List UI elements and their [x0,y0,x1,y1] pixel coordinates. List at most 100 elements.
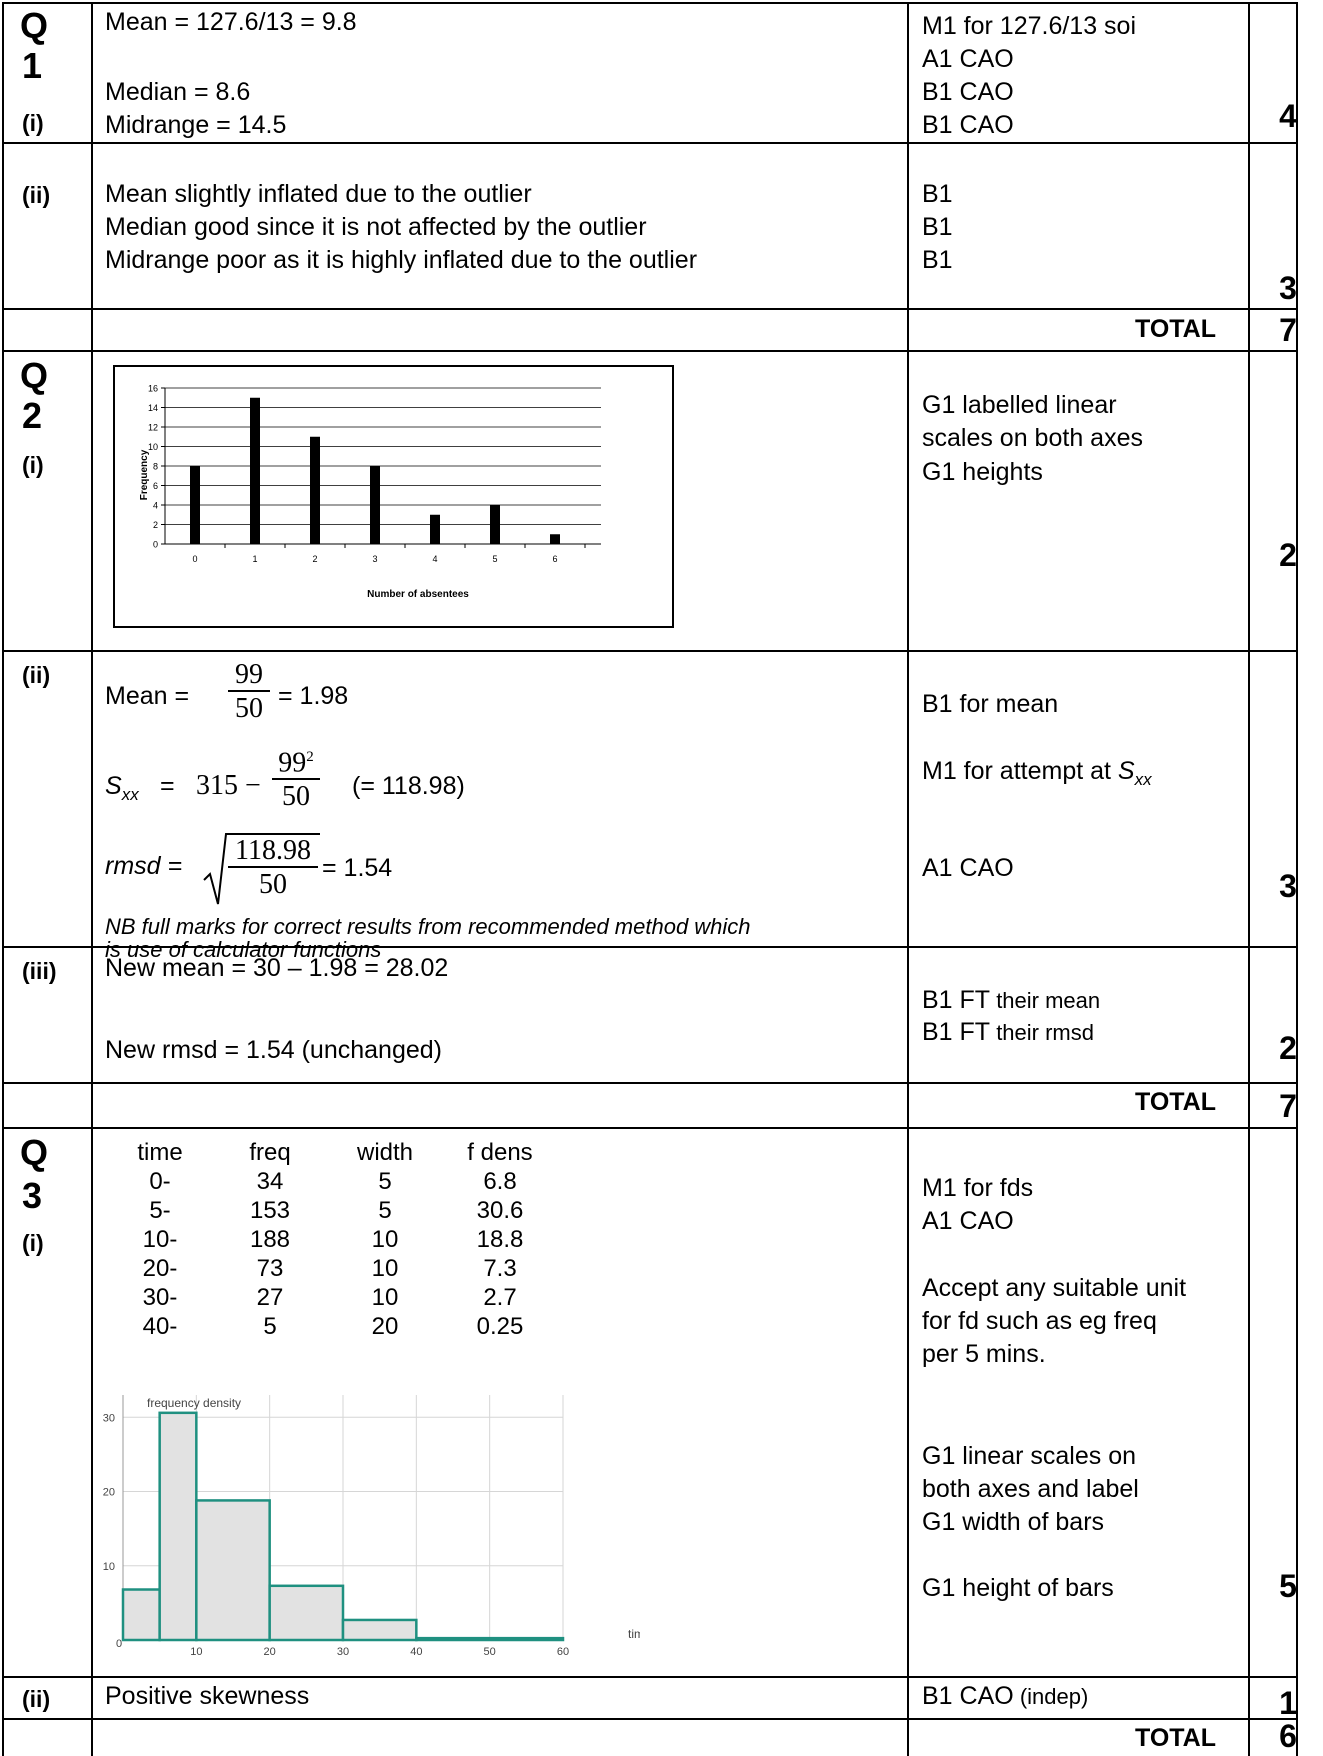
mark-line: G1 width of bars [922,1508,1105,1536]
x-tick-label: 5 [492,554,497,564]
mean-label: Mean = [105,682,190,710]
answer-line: Positive skewness [105,1682,310,1710]
table-cell: 153 [249,1197,291,1224]
rmsd-result: = 1.54 [322,854,393,882]
answer-line: Median = 8.6 [105,78,251,106]
part-label: (ii) [22,1686,51,1712]
part-label: (i) [22,1230,44,1256]
question-label: Q [20,5,49,46]
bar [250,397,260,544]
table-header-cell: f dens [467,1139,533,1166]
bar [430,514,440,544]
table-header-cell: time [137,1139,183,1166]
table-cell: 27 [256,1284,284,1311]
y-tick-label: 20 [103,1487,115,1499]
y-tick-label: 0 [153,540,158,550]
origin-label: 0 [116,1638,122,1650]
x-tick-label: 50 [484,1646,496,1658]
answer-line: Mean = 127.6/13 = 9.8 [105,8,357,36]
frequency-density-table: time freq width f dens 0- 34 5 6.8 5- 153 5 30.6 10-… [110,1137,630,1357]
mean-fraction: 99 50 [228,660,270,726]
question-label: Q [20,355,49,396]
x-tick-label: 10 [190,1646,202,1658]
mark-line: A1 CAO [922,45,1014,73]
table-cell: 7.3 [483,1255,517,1282]
bar [190,466,200,544]
marks-total: 3 [1279,270,1297,306]
x-tick-label: 4 [432,554,437,564]
mark-line: M1 for 127.6/13 soi [922,12,1137,40]
question-number: 3 [22,1175,43,1216]
histogram-frequency-density: 10 20 30 40 50 60 10 20 30 0 frequency density ti… [103,1395,640,1658]
table-cell: 5 [378,1168,392,1195]
y-tick-label: 10 [148,442,158,452]
question-number: 2 [22,395,43,436]
histogram-bar [341,1618,418,1642]
table-cell: 5 [263,1313,277,1340]
histogram-bar [268,1584,345,1642]
rmsd-fraction: 118.98 50 [228,836,318,902]
x-axis-label: time [628,1627,640,1641]
marks-total: 2 [1279,537,1297,573]
mark-line: B1 FT their rmsd [922,1018,1094,1046]
x-tick-label: 20 [264,1646,276,1658]
mark-line: G1 height of bars [922,1574,1114,1602]
y-tick-label: 14 [148,403,158,413]
x-tick-label: 1 [252,554,257,564]
sxx-label: Sxx [105,772,139,804]
table-cell: 30.6 [476,1197,524,1224]
question-total: 7 [1279,1088,1297,1124]
table-cell: 18.8 [476,1226,524,1253]
answer-line: Midrange poor as it is highly inflated d… [105,246,698,274]
mean-result: = 1.98 [278,682,349,710]
histogram-bar [415,1636,565,1642]
marks-total: 2 [1279,1030,1297,1066]
answer-line: New mean = 30 – 1.98 = 28.02 [105,954,449,982]
mark-line: B1 CAO (indep) [922,1682,1089,1710]
sxx-result: (= 118.98) [352,772,465,800]
mark-line: B1 [922,246,953,274]
table-cell: 5 [378,1197,392,1224]
mark-line: M1 for fds [922,1174,1034,1202]
mark-line: B1 for mean [922,690,1059,718]
mark-line: B1 CAO [922,78,1014,106]
mark-line: Accept any suitable unit [922,1274,1187,1302]
marks-total: 5 [1279,1568,1297,1604]
question-label: Q [20,1132,49,1173]
y-axis-label: Frequency [139,449,150,500]
bar [370,466,380,544]
x-tick-label: 3 [372,554,377,564]
table-cell: 188 [249,1226,291,1253]
table-cell: 10 [371,1284,399,1311]
table-cell: 34 [256,1168,284,1195]
total-label: TOTAL [1135,1088,1217,1116]
part-label: (i) [22,452,44,478]
marks-total: 3 [1279,868,1297,904]
mark-line: A1 CAO [922,1207,1014,1235]
x-axis-label: Number of absentees [367,589,469,600]
marks-total: 4 [1279,98,1297,134]
table-cell: 10 [371,1255,399,1282]
x-tick-label: 60 [557,1646,569,1658]
table-header-cell: freq [249,1139,291,1166]
mark-line: G1 heights [922,458,1043,486]
table-cell: 20- [142,1255,178,1282]
part-label: (iii) [22,958,57,984]
x-tick-label: 0 [192,554,197,564]
table-cell: 10- [142,1226,178,1253]
histogram-bar [158,1411,198,1642]
bar [550,534,560,544]
table-cell: 2.7 [483,1284,517,1311]
marks-total: 1 [1279,1685,1297,1721]
sxx-fraction: 992 50 [272,742,320,814]
bar [490,505,500,544]
mark-line: both axes and label [922,1475,1139,1503]
x-tick-label: 6 [552,554,557,564]
table-cell: 20 [371,1313,399,1340]
mark-line: B1 [922,180,953,208]
question-total: 6 [1279,1718,1297,1754]
table-cell: 6.8 [483,1168,517,1195]
mark-line: B1 [922,213,953,241]
mark-line: per 5 mins. [922,1340,1046,1368]
